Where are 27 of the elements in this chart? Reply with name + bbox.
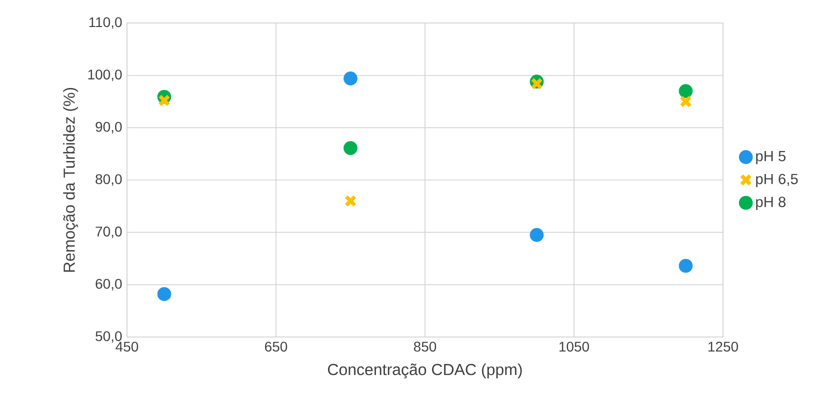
- y-tick-label: 110,0: [89, 17, 122, 29]
- point: [344, 141, 358, 156]
- legend-label: pH 6,5: [756, 174, 798, 188]
- y-tick-label: 90,0: [96, 122, 122, 134]
- x-axis-title: Concentração CDAC (ppm): [328, 363, 522, 378]
- point: [344, 194, 357, 208]
- x-tick-label: 450: [116, 342, 138, 352]
- point: [678, 84, 693, 98]
- point: [530, 78, 543, 90]
- x-tick-label: 1050: [559, 342, 590, 352]
- legend-label: pH 5: [756, 151, 786, 164]
- y-axis-title: Remoção da Turbidez (%): [63, 88, 78, 272]
- x-tick-label: 850: [414, 342, 436, 352]
- y-tick-label: 50,0: [96, 331, 122, 343]
- y-tick-label: 100,0: [88, 70, 122, 82]
- point: [530, 228, 544, 242]
- y-tick-label: 70,0: [96, 226, 122, 238]
- x-tick-label: 650: [265, 342, 288, 352]
- legend-label: pH 8: [756, 196, 786, 210]
- x-tick-label: 1250: [708, 342, 738, 352]
- point: [344, 72, 358, 86]
- point: [158, 94, 170, 107]
- y-tick-label: 60,0: [96, 278, 122, 290]
- point: [678, 258, 693, 273]
- point: [680, 95, 692, 108]
- y-tick-label: 80,0: [96, 174, 122, 186]
- point: [157, 287, 172, 302]
